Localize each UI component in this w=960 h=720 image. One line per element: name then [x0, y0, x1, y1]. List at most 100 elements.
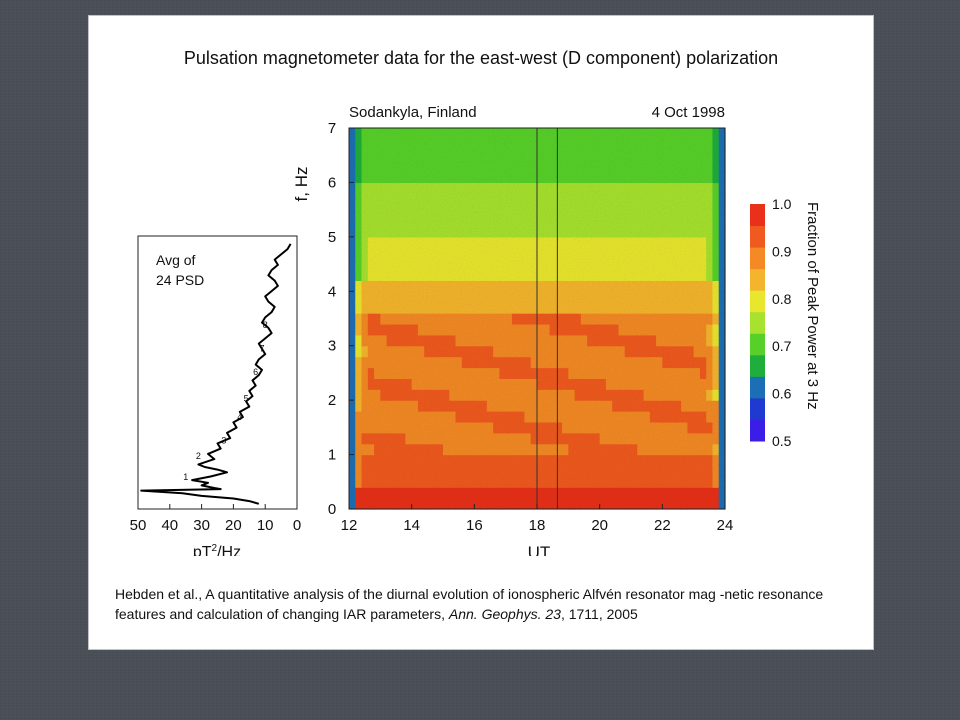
spectrogram-cell [461, 225, 469, 238]
spectrogram-cell [361, 323, 369, 336]
spectrogram-cell [668, 432, 676, 445]
spectrogram-cell [443, 160, 450, 173]
spectrogram-cell [599, 421, 607, 434]
spectrogram-cell [706, 302, 714, 314]
spectrogram-cell [380, 313, 388, 325]
spectrogram-cell [411, 454, 419, 467]
spectrogram-cell [455, 149, 463, 162]
spectrogram-cell [499, 313, 507, 325]
spectrogram-cell [405, 345, 413, 358]
spectrogram-cell [687, 400, 695, 412]
spectrogram-cell [449, 182, 457, 194]
spectrogram-cell [493, 323, 500, 336]
spectrogram-cell [681, 411, 688, 423]
spectrogram-cell [618, 204, 626, 216]
spectrogram-cell [349, 280, 356, 292]
spectrogram-cell [436, 204, 444, 216]
spectrogram-cell [480, 291, 488, 303]
spectrogram-cell [649, 215, 657, 227]
spectrogram-cell [461, 498, 469, 510]
spectrogram-cell [480, 378, 488, 390]
spectrogram-cell [643, 225, 651, 238]
spectrogram-cell [518, 215, 526, 227]
spectrogram-cell [380, 323, 388, 336]
spectrogram-cell [612, 258, 620, 271]
spectrogram-cell [599, 225, 607, 238]
colorbar-tick-label: 0.9 [772, 243, 792, 259]
spectrogram-cell [543, 215, 551, 227]
spectrogram-cell [480, 421, 488, 434]
spectrogram-cell [518, 389, 526, 401]
spectrogram-cell [424, 323, 432, 336]
spectrogram-cell [499, 400, 507, 412]
colorbar-swatch [750, 204, 765, 227]
spectrogram-cell [712, 389, 720, 401]
spectrogram-cell [349, 498, 356, 510]
spectrogram-cell [361, 204, 369, 216]
spectrogram-cell [662, 432, 670, 445]
spectrogram-cell [593, 443, 601, 456]
spectrogram-cell [518, 225, 526, 238]
spectrogram-cell [631, 313, 638, 325]
spectrogram-cell [380, 302, 388, 314]
spectrogram-cell [392, 345, 400, 358]
spectrogram-cell [355, 236, 363, 249]
spectrogram-cell [562, 128, 569, 140]
spectrogram-cell [518, 432, 526, 445]
spectrogram-cell [417, 302, 425, 314]
spectrogram-cell [436, 258, 444, 271]
spectrogram-cell [649, 313, 657, 325]
spectrogram-cell [449, 236, 457, 249]
spectrogram-cell [562, 193, 569, 205]
spectrogram-cell [662, 149, 670, 162]
spectrogram-cell [524, 498, 532, 510]
spectrogram-cell [455, 411, 463, 423]
spectrogram-cell [449, 334, 457, 347]
spectrogram-cell [505, 302, 513, 314]
spectrogram-cell [530, 498, 538, 510]
spectrogram-cell [493, 128, 500, 140]
spectrogram-cell [417, 291, 425, 303]
citation-journal: Ann. Geophys. 23 [448, 606, 561, 622]
spectrogram-cell [624, 432, 632, 445]
colorbar-swatch [750, 354, 765, 377]
spectrogram-cell [499, 498, 507, 510]
spectrogram-cell [480, 160, 488, 173]
spectrogram-cell [537, 236, 544, 249]
spectrogram-cell [537, 182, 544, 194]
spectrogram-cell [399, 389, 406, 401]
spectrogram-cell [380, 400, 388, 412]
spectrogram-cell [355, 356, 363, 369]
spectrogram-cell [555, 487, 563, 499]
spectrogram-cell [656, 138, 663, 151]
spectrogram-y-tick-label: 3 [328, 338, 336, 355]
spectrogram-cell [599, 193, 607, 205]
spectrogram-cell [461, 432, 469, 445]
spectrogram-cell [562, 138, 569, 151]
spectrogram-cell [399, 454, 406, 467]
spectrogram-cell [392, 138, 400, 151]
spectrogram-cell [693, 280, 701, 292]
spectrogram-cell [605, 432, 613, 445]
spectrogram-cell [706, 182, 714, 194]
spectrogram-cell [612, 498, 620, 510]
spectrogram-cell [380, 421, 388, 434]
spectrogram-cell [455, 356, 463, 369]
spectrogram-cell [480, 356, 488, 369]
spectrogram-cell [499, 236, 507, 249]
spectrogram-cell [593, 345, 601, 358]
spectrogram-cell [693, 258, 701, 271]
spectrogram-cell [687, 454, 695, 467]
spectrogram-cell [568, 302, 576, 314]
spectrogram-cell [349, 138, 356, 151]
spectrogram-cell [386, 487, 394, 499]
spectrogram-cell [524, 313, 532, 325]
spectrogram-cell [699, 345, 707, 358]
spectrogram-cell [474, 269, 482, 281]
spectrogram-cell [518, 487, 526, 499]
spectrogram-cell [681, 454, 688, 467]
colorbar-tick-label: 1.0 [772, 196, 792, 212]
spectrogram-cell [486, 476, 494, 488]
spectrogram-cell [549, 411, 557, 423]
spectrogram-cell [436, 378, 444, 390]
